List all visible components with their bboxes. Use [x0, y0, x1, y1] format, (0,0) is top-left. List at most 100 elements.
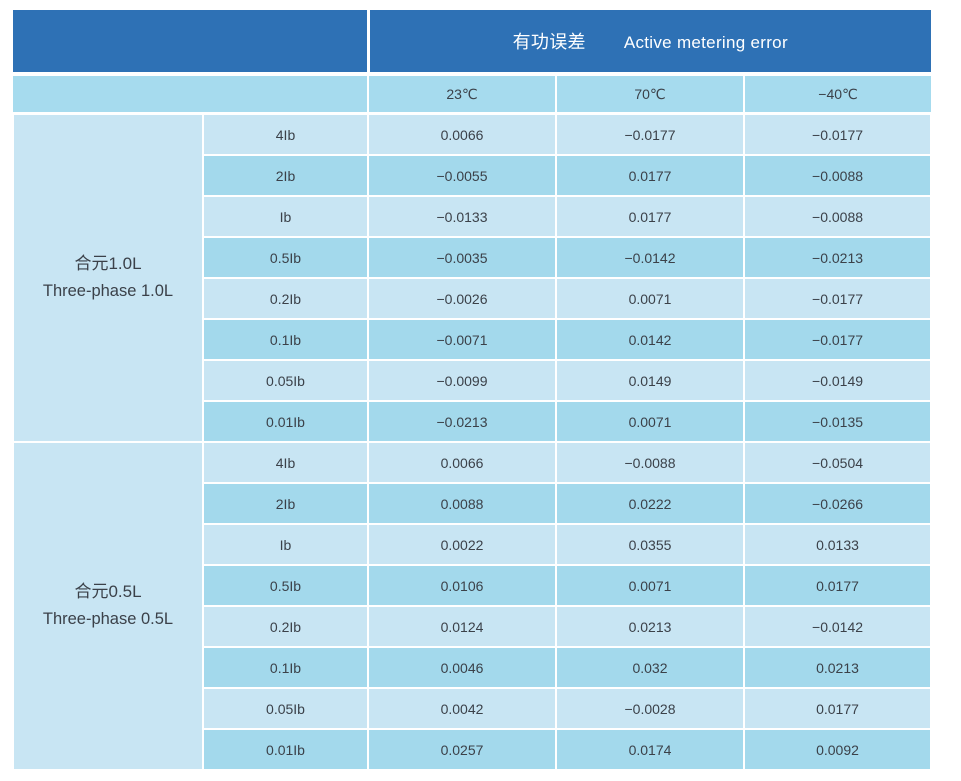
group-label-cell: 合元1.0L Three-phase 1.0L	[12, 112, 204, 443]
error-value-cell: 0.0042	[367, 687, 557, 730]
load-point-cell: 0.5Ib	[202, 564, 369, 607]
error-value-cell: 0.0177	[742, 687, 933, 730]
error-value-cell: 0.0177	[742, 564, 933, 607]
title-row: 有功误差 Active metering error	[13, 10, 932, 76]
error-value-cell: 0.0133	[742, 523, 933, 566]
error-value-cell: −0.0071	[367, 318, 557, 361]
table-header: 有功误差 Active metering error 23℃ 70℃ −40℃	[13, 10, 932, 115]
table-row: 0.1Ib −0.0071 0.0142 −0.0177	[13, 318, 933, 361]
load-point-cell: Ib	[202, 195, 369, 238]
temp-column-header-23c: 23℃	[367, 74, 556, 115]
error-value-cell: 0.0142	[555, 318, 745, 361]
error-value-cell: 0.0066	[367, 441, 557, 484]
error-value-cell: −0.0149	[742, 359, 933, 402]
group-label-en: Three-phase 0.5L	[42, 610, 174, 629]
table-row: 0.5Ib 0.0106 0.0071 0.0177	[13, 564, 933, 607]
temp-column-header-minus40c: −40℃	[742, 74, 932, 115]
error-value-cell: 0.0071	[555, 277, 745, 320]
error-value-cell: 0.0088	[367, 482, 557, 525]
error-value-cell: −0.0026	[367, 277, 557, 320]
error-value-cell: −0.0213	[367, 400, 557, 443]
error-value-cell: 0.0149	[555, 359, 745, 402]
table-row: 2Ib 0.0088 0.0222 −0.0266	[13, 482, 933, 525]
table-row: 合元0.5L Three-phase 0.5L 4Ib 0.0066 −0.0088 −0…	[12, 441, 933, 771]
table-row: 0.01Ib −0.0213 0.0071 −0.0135	[13, 400, 933, 443]
error-value-cell: 0.0124	[367, 605, 557, 648]
header-corner-cell	[13, 10, 370, 76]
load-point-cell: 0.05Ib	[202, 687, 369, 730]
error-value-cell: 0.0092	[742, 728, 933, 771]
error-value-cell: −0.0177	[742, 277, 933, 320]
table-row: 0.2Ib 0.0124 0.0213 −0.0142	[13, 605, 933, 648]
error-value-cell: 0.0213	[555, 605, 745, 648]
group-label-cell: 合元0.5L Three-phase 0.5L	[12, 441, 204, 771]
error-value-cell: −0.0177	[742, 318, 933, 361]
table-row: 0.01Ib 0.0257 0.0174 0.0092	[13, 728, 933, 771]
error-value-cell: 0.0071	[555, 400, 745, 443]
group-label-cn: 合元0.5L	[74, 581, 142, 601]
error-value-cell: −0.0135	[742, 400, 933, 443]
load-point-cell: 0.5Ib	[202, 236, 369, 279]
error-value-cell: −0.0028	[555, 687, 745, 730]
table-row: 2Ib −0.0055 0.0177 −0.0088	[13, 154, 933, 197]
error-value-cell: 0.0257	[367, 728, 557, 771]
load-point-cell: 0.2Ib	[202, 605, 369, 648]
table-title-en: Active metering error	[623, 33, 788, 52]
error-value-cell: −0.0142	[742, 605, 933, 648]
error-value-cell: −0.0266	[742, 482, 933, 525]
table-body: 合元1.0L Three-phase 1.0L 4Ib 0.0066 −0.0177 −0…	[12, 112, 933, 771]
load-point-cell: 0.1Ib	[202, 318, 369, 361]
error-value-cell: 0.0106	[367, 564, 557, 607]
error-value-cell: −0.0504	[742, 441, 933, 484]
error-value-cell: 0.0046	[367, 646, 557, 689]
load-point-cell: 0.05Ib	[202, 359, 369, 402]
error-value-cell: 0.0174	[555, 728, 745, 771]
table-row: Ib −0.0133 0.0177 −0.0088	[13, 195, 933, 238]
table-row: Ib 0.0022 0.0355 0.0133	[13, 523, 933, 566]
load-point-cell: 4Ib	[202, 112, 369, 156]
error-value-cell: 0.0022	[367, 523, 557, 566]
error-value-cell: 0.032	[555, 646, 745, 689]
group-label-cn: 合元1.0L	[74, 253, 142, 273]
table-row: 0.1Ib 0.0046 0.032 0.0213	[13, 646, 933, 689]
load-point-cell: 0.01Ib	[202, 728, 369, 771]
error-value-cell: −0.0088	[555, 441, 745, 484]
error-value-cell: −0.0142	[555, 236, 745, 279]
group-label-en: Three-phase 1.0L	[42, 282, 174, 301]
load-point-cell: 0.2Ib	[202, 277, 369, 320]
error-value-cell: −0.0099	[367, 359, 557, 402]
temp-corner-cell	[13, 74, 368, 115]
error-value-cell: 0.0177	[555, 195, 745, 238]
error-value-cell: 0.0222	[555, 482, 745, 525]
table-row: 0.5Ib −0.0035 −0.0142 −0.0213	[13, 236, 933, 279]
table-row: 0.05Ib −0.0099 0.0149 −0.0149	[13, 359, 933, 402]
error-value-cell: 0.0071	[555, 564, 745, 607]
table-row: 合元1.0L Three-phase 1.0L 4Ib 0.0066 −0.0177 −0…	[12, 112, 933, 443]
temp-column-header-70c: 70℃	[555, 74, 744, 115]
load-point-cell: 2Ib	[202, 154, 369, 197]
load-point-cell: 0.1Ib	[202, 646, 369, 689]
table-row: 0.05Ib 0.0042 −0.0028 0.0177	[13, 687, 933, 730]
load-point-cell: 2Ib	[202, 482, 369, 525]
error-value-cell: −0.0035	[367, 236, 557, 279]
error-value-cell: 0.0066	[367, 112, 557, 156]
error-value-cell: 0.0177	[555, 154, 745, 197]
load-point-cell: 0.01Ib	[202, 400, 369, 443]
error-value-cell: 0.0213	[742, 646, 933, 689]
temperature-header-row: 23℃ 70℃ −40℃	[13, 74, 932, 115]
error-value-cell: −0.0088	[742, 154, 933, 197]
error-value-cell: −0.0133	[367, 195, 557, 238]
error-value-cell: −0.0055	[367, 154, 557, 197]
table-title-cn: 有功误差	[512, 32, 586, 52]
error-value-cell: −0.0177	[742, 112, 933, 156]
load-point-cell: 4Ib	[202, 441, 369, 484]
metering-error-table: 有功误差 Active metering error 23℃ 70℃ −40℃ 合…	[12, 10, 933, 771]
error-value-cell: 0.0355	[555, 523, 745, 566]
table-row: 0.2Ib −0.0026 0.0071 −0.0177	[13, 277, 933, 320]
error-value-cell: −0.0213	[742, 236, 933, 279]
load-point-cell: Ib	[202, 523, 369, 566]
error-value-cell: −0.0177	[555, 112, 745, 156]
error-value-cell: −0.0088	[742, 195, 933, 238]
table-title-cell: 有功误差 Active metering error	[368, 10, 932, 76]
